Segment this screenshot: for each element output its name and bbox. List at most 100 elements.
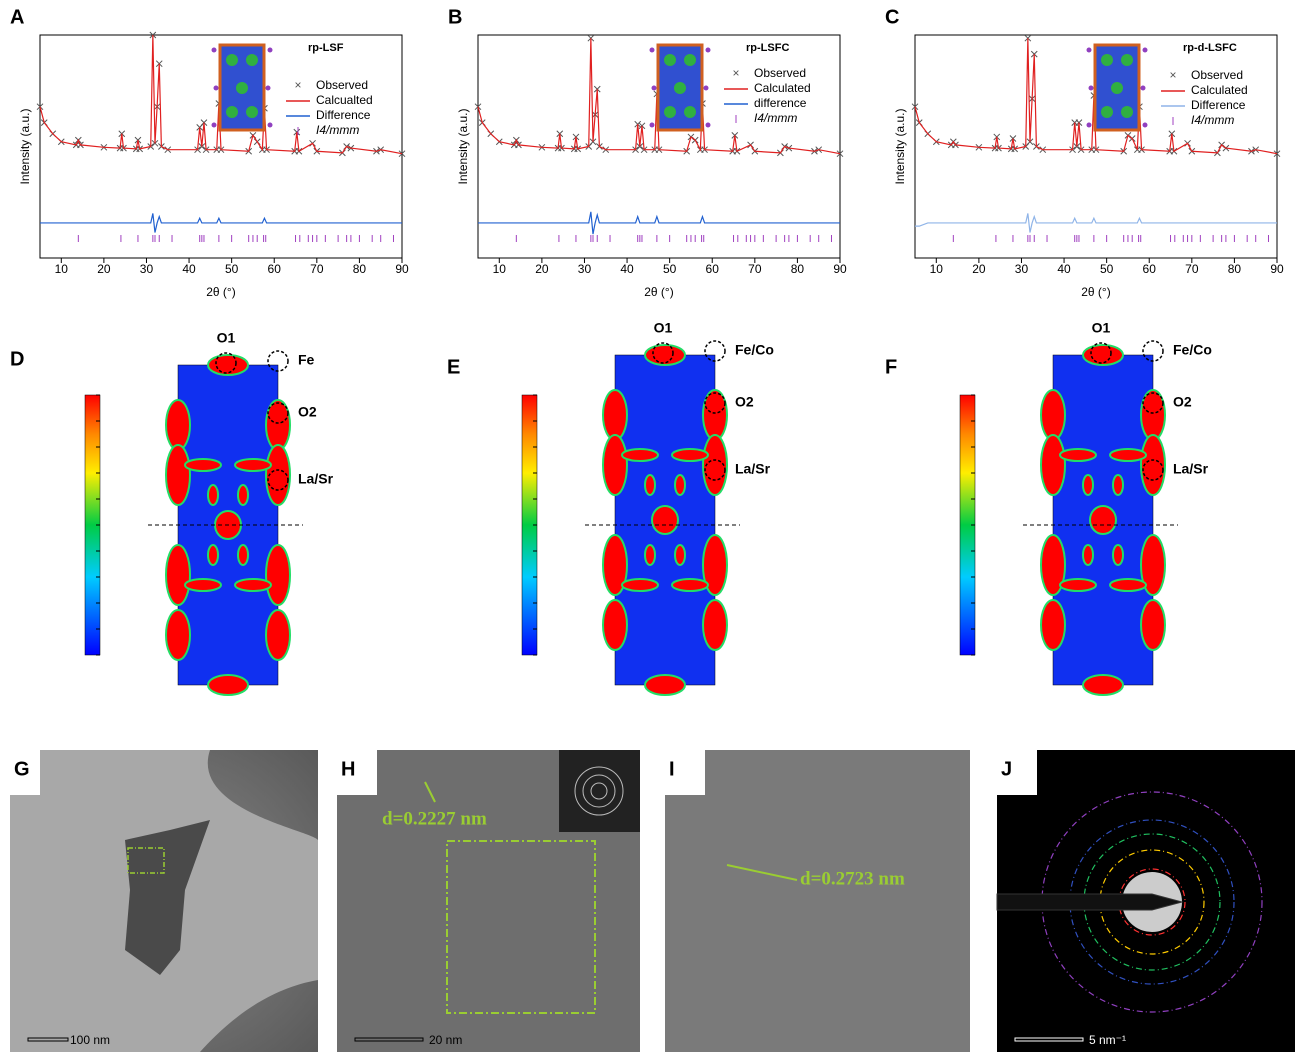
inset-atom: [246, 54, 258, 66]
inset-atom: [267, 47, 273, 53]
density-blob: [602, 389, 628, 441]
legend-label: Observed: [754, 66, 806, 80]
site-label: O1: [654, 320, 673, 336]
inset-atom: [211, 122, 217, 128]
panel-label: I: [669, 758, 675, 780]
x-tick-label: 80: [353, 262, 367, 276]
x-tick-label: 70: [748, 262, 762, 276]
inset-atom: [226, 54, 238, 66]
difference-line: [478, 211, 840, 235]
observed-point: [398, 150, 406, 158]
density-blob: [674, 544, 686, 566]
inset-atom: [236, 82, 248, 94]
density-blob: [234, 578, 272, 592]
label-bg: [665, 750, 705, 795]
scale-bar: [1014, 1037, 1084, 1042]
diffraction-ring: [1041, 791, 1263, 1013]
x-axis-label: 2θ (°): [644, 285, 673, 299]
density-blob: [165, 544, 191, 606]
density-blob: [644, 474, 656, 496]
lattice-mark: [726, 864, 798, 881]
panel-label: C: [885, 6, 899, 28]
x-tick-label: 10: [930, 262, 944, 276]
site-label: La/Sr: [735, 461, 771, 477]
panel-label: G: [14, 758, 30, 780]
legend-label: Observed: [1191, 68, 1243, 82]
micrograph: [665, 750, 970, 1052]
x-tick-label: 50: [663, 262, 677, 276]
site-label: O2: [1173, 394, 1192, 410]
chart-title: rp-LSFC: [746, 42, 789, 54]
site-marker: [1142, 459, 1164, 481]
site-marker: [1142, 340, 1164, 362]
density-blob: [1040, 534, 1066, 596]
inset-atom: [1121, 106, 1133, 118]
scale-label: 100 nm: [70, 1033, 110, 1047]
density-blob: [1109, 578, 1147, 592]
fft-ring: [590, 782, 608, 800]
legend-label: I4/mmm: [1191, 113, 1234, 127]
inset-atom: [1101, 106, 1113, 118]
fft-ring: [582, 774, 616, 808]
x-tick-label: 50: [225, 262, 239, 276]
density-blob: [207, 674, 249, 696]
site-marker: [267, 402, 289, 424]
legend-marker: ×: [294, 78, 301, 92]
observed-point: [1273, 150, 1281, 158]
density-blob: [265, 609, 291, 661]
density-blob: [184, 578, 222, 592]
x-tick-label: 60: [1143, 262, 1157, 276]
inset-atom: [1086, 122, 1092, 128]
diffraction-ring: [1099, 849, 1205, 955]
x-tick-label: 90: [1270, 262, 1284, 276]
inset-atom: [1121, 54, 1133, 66]
observed-point: [836, 150, 844, 158]
label-bg: [997, 750, 1037, 795]
site-marker: [704, 340, 726, 362]
density-blob: [621, 578, 659, 592]
density-blob: [237, 544, 249, 566]
density-blob: [651, 505, 679, 535]
density-blob: [1040, 434, 1066, 496]
diffraction-ring: [1069, 819, 1235, 985]
density-blob: [1082, 674, 1124, 696]
site-label: La/Sr: [298, 471, 334, 487]
scale-bar: [354, 1037, 424, 1042]
inset-atom: [649, 122, 655, 128]
inset-atom: [664, 54, 676, 66]
site-marker: [267, 469, 289, 491]
x-tick-label: 60: [706, 262, 720, 276]
site-label: O1: [1092, 320, 1111, 336]
inset-atom: [664, 106, 676, 118]
density-blob: [1040, 599, 1066, 651]
d-spacing: d=0.2227 nm: [382, 808, 487, 829]
density-blob: [1082, 344, 1124, 366]
panel-label: B: [448, 6, 462, 28]
density-blob: [1140, 534, 1166, 596]
x-tick-label: 90: [395, 262, 409, 276]
legend-label: Calcualted: [316, 93, 373, 107]
inset-atom: [651, 85, 657, 91]
site-label: La/Sr: [1173, 461, 1209, 477]
x-tick-label: 40: [1057, 262, 1071, 276]
legend-label: Difference: [316, 108, 371, 122]
density-map: [1040, 344, 1166, 696]
inset-atom: [265, 85, 271, 91]
difference-line: [40, 213, 402, 233]
x-tick-label: 30: [1015, 262, 1029, 276]
density-blob: [1082, 474, 1094, 496]
crystal-inset: [1086, 43, 1148, 132]
fft-inset: [559, 750, 640, 832]
lattice-mark: [424, 781, 436, 803]
x-tick-label: 40: [620, 262, 634, 276]
density-blob: [702, 599, 728, 651]
particle: [125, 820, 210, 975]
y-axis-label: Intensity (a.u.): [18, 108, 32, 184]
inset-atom: [1101, 54, 1113, 66]
density-blob: [644, 544, 656, 566]
inset-atom: [226, 106, 238, 118]
legend-label: Difference: [1191, 98, 1246, 112]
density-blob: [265, 544, 291, 606]
site-label: Fe/Co: [735, 342, 774, 358]
